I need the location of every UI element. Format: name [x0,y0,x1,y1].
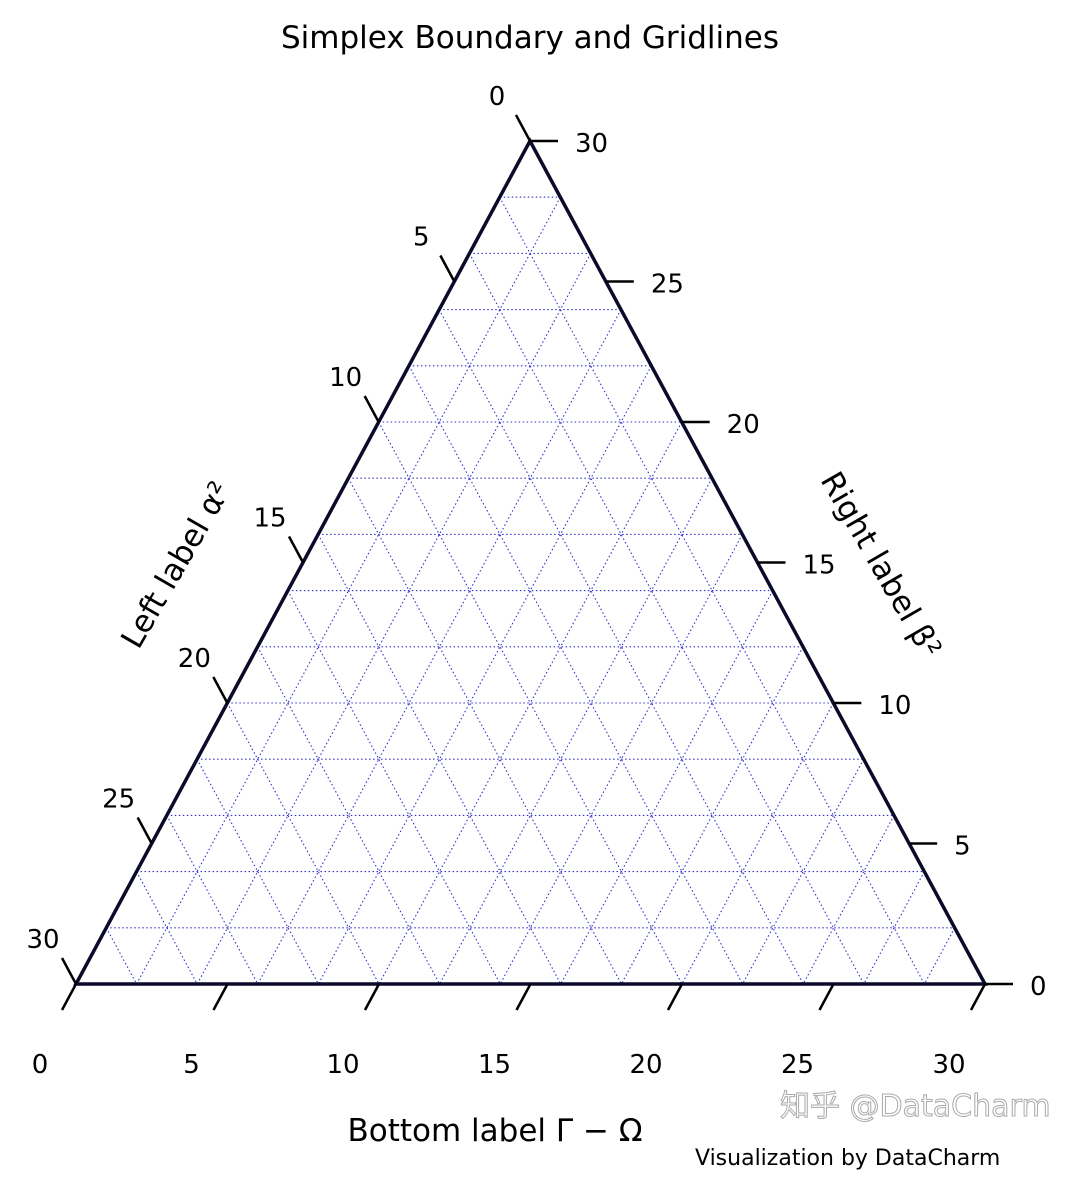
bottom-tick-label: 25 [781,1050,814,1080]
ticks: 0 0 0 5 5 5 10 10 10 15 15 15 20 20 20 25 25 25 30 30 30 [26,82,1046,1080]
bottom-tick [969,983,987,1011]
gridline-left [105,927,138,985]
gridline-right [136,196,561,985]
bottom-tick [515,983,532,1011]
right-tick-label: 20 [727,410,760,440]
bottom-tick [60,983,78,1011]
bottom-tick-label: 15 [478,1050,511,1080]
watermark: 知乎 @DataCharm [780,1089,1051,1124]
left-tick-label: 10 [329,363,362,393]
gridline-right [499,534,743,985]
bottom-tick-label: 30 [932,1050,965,1080]
right-tick-label: 30 [575,129,608,159]
left-tick-label: 20 [178,644,211,674]
left-tick-label: 5 [413,223,430,253]
gridline-left [226,702,380,985]
gridline-right [439,477,713,985]
left-tick [212,676,229,704]
right-tick-label: 15 [803,551,836,581]
left-tick-label: 0 [489,82,506,112]
simplex-boundary [73,137,988,986]
gridline-left [166,815,259,985]
right-tick-label: 0 [1030,972,1047,1002]
gridline-right [923,927,956,985]
right-tick-label: 10 [878,691,911,721]
gridline-left [378,421,683,985]
gridline-left [196,758,319,985]
bottom-tick-label: 10 [326,1050,359,1080]
gridline-left [468,253,865,985]
bottom-axis-label: Bottom label Γ − Ω [347,1113,642,1149]
gridline-left [136,871,198,985]
left-tick [439,254,456,283]
bottom-tick [666,983,684,1011]
gridline-left [347,477,622,985]
gridlines [105,196,956,985]
bottom-tick [818,983,835,1011]
left-tick [363,395,380,423]
left-axis-label: Left label α² [114,476,238,655]
left-tick-label: 15 [253,504,286,534]
gridline-right [317,365,652,985]
credit-text: Visualization by DataCharm [695,1146,1000,1171]
gridline-right [560,590,774,985]
left-tick [287,535,305,564]
left-tick [60,957,78,985]
gridline-left [499,196,925,985]
left-tick-label: 30 [26,925,59,955]
bottom-tick [212,983,229,1011]
gridline-right [802,815,895,985]
gridline-right [681,702,834,985]
gridline-right [863,871,925,985]
gridline-left [317,534,562,985]
left-tick [514,114,532,142]
gridline-left [408,365,744,985]
gridline-left [287,590,501,985]
gridline-right [196,253,592,985]
bottom-tick-label: 5 [183,1050,200,1080]
right-tick-label: 25 [651,270,684,300]
left-tick [136,816,153,845]
right-tick-label: 5 [954,832,971,862]
bottom-tick-label: 20 [629,1050,662,1080]
bottom-tick-label: 0 [32,1050,49,1080]
left-tick-label: 25 [102,785,135,815]
chart-title: Simplex Boundary and Gridlines [281,20,779,56]
bottom-tick [363,983,381,1011]
gridline-right [742,758,865,985]
